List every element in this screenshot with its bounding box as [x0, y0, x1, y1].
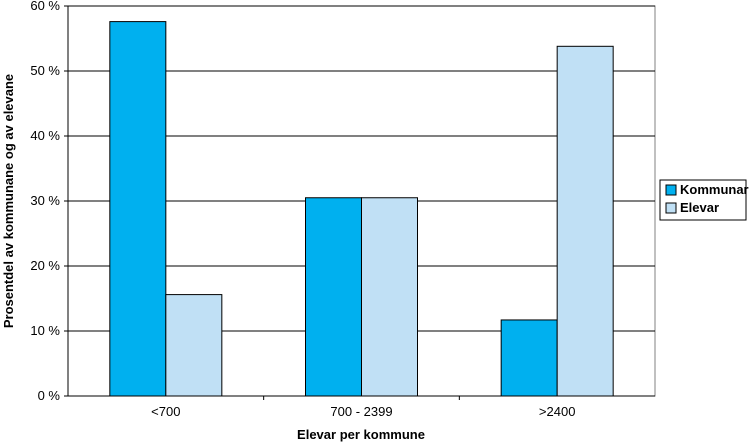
bars: [109, 21, 614, 397]
y-axis-title: Prosentdel av kommunane og av elevane: [1, 74, 16, 328]
legend-swatch-elevar: [665, 202, 677, 214]
x-tick-label: 700 - 2399: [330, 404, 392, 419]
x-tick-label: <700: [151, 404, 180, 419]
bar-elevar-1: [361, 197, 418, 397]
x-tick-label: >2400: [539, 404, 576, 419]
y-tick-label: 0 %: [38, 388, 61, 403]
legend-swatch-kommunar: [665, 184, 677, 196]
legend-label-elevar: Elevar: [680, 200, 719, 215]
y-tick-labels: 0 % 10 % 20 % 30 % 40 % 50 % 60 %: [30, 0, 60, 403]
legend-label-kommunar: Kommunar: [680, 182, 749, 197]
x-tick-labels: <700 700 - 2399 >2400: [151, 404, 575, 419]
y-tick-label: 10 %: [30, 323, 60, 338]
y-tick-label: 50 %: [30, 63, 60, 78]
y-tick-label: 20 %: [30, 258, 60, 273]
y-tick-label: 30 %: [30, 193, 60, 208]
bar-elevar-0: [165, 294, 223, 397]
x-axis-title: Elevar per kommune: [297, 427, 425, 442]
legend: Kommunar Elevar: [659, 179, 749, 221]
bar-kommunar-2: [500, 319, 558, 397]
y-tick-label: 40 %: [30, 128, 60, 143]
bar-kommunar-1: [305, 197, 362, 397]
y-tick-label: 60 %: [30, 0, 60, 13]
bar-kommunar-0: [109, 21, 167, 397]
bar-elevar-2: [556, 45, 614, 397]
